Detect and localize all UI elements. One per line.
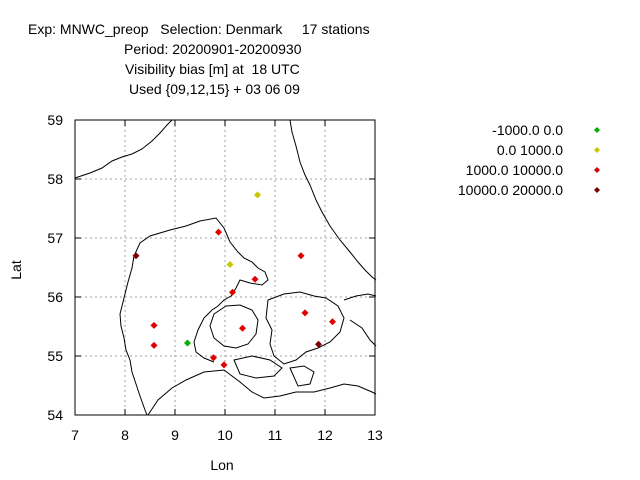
data-point bbox=[315, 340, 322, 348]
data-point bbox=[220, 361, 228, 369]
y-tick-label: 58 bbox=[47, 171, 63, 187]
data-point bbox=[150, 341, 158, 349]
data-point bbox=[254, 191, 261, 199]
legend-marker bbox=[594, 167, 600, 173]
x-tick-label: 11 bbox=[268, 427, 283, 443]
coastline-funen bbox=[209, 304, 259, 349]
chart-title-line-1: Exp: MNWC_preop Selection: Denmark 17 st… bbox=[28, 21, 370, 37]
y-axis-label: Lat bbox=[8, 260, 24, 280]
data-points bbox=[132, 191, 336, 369]
y-tick-label: 56 bbox=[47, 289, 63, 305]
data-point bbox=[239, 324, 246, 332]
x-axis-label: Lon bbox=[210, 457, 233, 473]
data-point bbox=[215, 228, 222, 236]
coastline-zealand bbox=[265, 291, 345, 365]
x-tick-label: 10 bbox=[217, 427, 233, 443]
x-tick-label: 13 bbox=[367, 427, 383, 443]
legend-entry-label: 0.0 1000.0 bbox=[497, 142, 563, 158]
chart-title-line-3: Visibility bias [m] at 18 UTC bbox=[125, 61, 300, 77]
data-point bbox=[150, 321, 158, 329]
x-tick-label: 12 bbox=[317, 427, 333, 443]
legend: -1000.0 0.0 0.0 1000.0 1000.0 10000.0 10000… bbox=[458, 122, 600, 198]
x-tick-label: 9 bbox=[171, 427, 179, 443]
data-point bbox=[301, 309, 309, 317]
coastline-skane bbox=[343, 293, 377, 347]
coastline-germany bbox=[147, 369, 377, 416]
data-point bbox=[132, 252, 140, 260]
coastline-lolland bbox=[233, 355, 283, 379]
coastline-jutland bbox=[119, 217, 269, 416]
legend-entry-label: 1000.0 10000.0 bbox=[466, 162, 564, 178]
data-point bbox=[329, 318, 336, 326]
data-point bbox=[297, 252, 305, 260]
data-point bbox=[251, 275, 259, 283]
data-point bbox=[229, 288, 236, 296]
legend-marker bbox=[594, 187, 600, 193]
x-tick-label: 8 bbox=[121, 427, 129, 443]
legend-marker bbox=[594, 127, 600, 133]
chart-title-line-4: Used {09,12,15} + 03 06 09 bbox=[129, 81, 300, 97]
data-point bbox=[184, 339, 191, 347]
data-point bbox=[210, 354, 217, 362]
legend-marker bbox=[594, 147, 600, 153]
data-point bbox=[226, 261, 234, 269]
axis-ticks: 7 8 9 10 11 12 13 54 55 56 57 58 59 bbox=[47, 112, 383, 443]
coastline-falster bbox=[289, 365, 315, 387]
coastline-norway bbox=[74, 119, 173, 179]
y-tick-label: 55 bbox=[47, 348, 63, 364]
y-tick-label: 54 bbox=[47, 407, 63, 423]
legend-entry-label: 10000.0 20000.0 bbox=[458, 182, 563, 198]
coastline-sweden bbox=[289, 119, 377, 281]
legend-entry-label: -1000.0 0.0 bbox=[492, 122, 563, 138]
x-tick-label: 7 bbox=[71, 427, 79, 443]
y-tick-label: 57 bbox=[47, 230, 63, 246]
coastline bbox=[74, 119, 377, 416]
chart-title-line-2: Period: 20200901-20200930 bbox=[124, 41, 302, 57]
y-tick-label: 59 bbox=[47, 112, 63, 128]
